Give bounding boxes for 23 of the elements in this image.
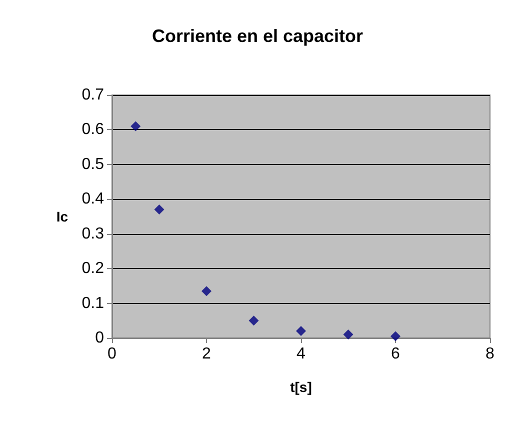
- x-axis-title: t[s]: [290, 379, 312, 395]
- x-tick-label: 4: [296, 346, 306, 362]
- y-tick-label: 0.1: [82, 294, 104, 312]
- y-tick-label: 0.7: [82, 86, 104, 104]
- x-tick-label: 0: [108, 346, 117, 362]
- y-tick-label: 0.4: [82, 190, 104, 208]
- y-tick-label: 0.2: [82, 260, 104, 278]
- point: [154, 204, 164, 215]
- y-tick-label: 0.6: [82, 121, 104, 138]
- point: [343, 330, 354, 340]
- point: [130, 121, 141, 132]
- y-axis-title: Ic: [56, 208, 68, 224]
- point: [248, 316, 259, 326]
- point: [390, 331, 400, 342]
- point: [296, 326, 306, 336]
- point: [202, 286, 212, 296]
- x-tick-label: 2: [202, 346, 212, 362]
- y-tick-label: 0: [95, 330, 104, 346]
- x-tick-label: 6: [391, 346, 400, 362]
- y-tick-label: 0.3: [82, 225, 104, 242]
- y-tick-label: 0.5: [82, 156, 104, 173]
- chart-title: Corriente en el capacitor: [152, 26, 364, 46]
- x-tick-label: 8: [486, 346, 495, 362]
